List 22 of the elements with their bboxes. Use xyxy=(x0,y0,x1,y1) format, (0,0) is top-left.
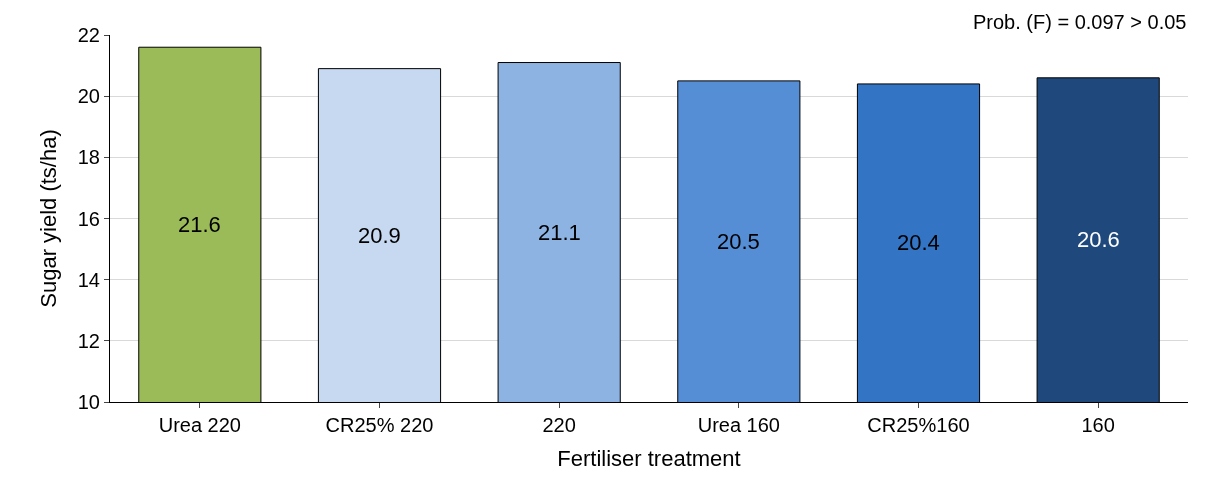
x-tick-label: 220 xyxy=(542,414,576,436)
x-tick-label: CR25% 220 xyxy=(325,414,434,436)
y-axis-title: Sugar yield (ts/ha) xyxy=(35,129,61,308)
y-tick-label: 18 xyxy=(77,146,100,169)
data-label: 21.1 xyxy=(538,220,581,245)
text: Prob. (F) = 0.097 > 0.05 xyxy=(973,11,1187,33)
data-label: 21.6 xyxy=(178,212,221,237)
data-label: 20.4 xyxy=(897,230,940,255)
y-tick-label: 22 xyxy=(77,24,100,46)
x-axis-title: Fertiliser treatment xyxy=(557,445,741,471)
y-tick-label: 12 xyxy=(77,329,100,352)
y-tick-label: 10 xyxy=(77,391,100,413)
y-tick-label: 20 xyxy=(77,85,100,108)
y-tick-label: 16 xyxy=(77,207,100,230)
x-tick-label: Urea 160 xyxy=(697,414,780,436)
x-tick-label: CR25%160 xyxy=(867,414,970,436)
data-label: 20.6 xyxy=(1077,227,1120,252)
y-tick-label: 14 xyxy=(77,268,100,291)
data-label: 20.9 xyxy=(358,223,401,248)
x-tick-label: Urea 220 xyxy=(158,414,241,436)
data-label: 20.5 xyxy=(717,229,760,254)
x-tick-label: 160 xyxy=(1081,414,1115,436)
